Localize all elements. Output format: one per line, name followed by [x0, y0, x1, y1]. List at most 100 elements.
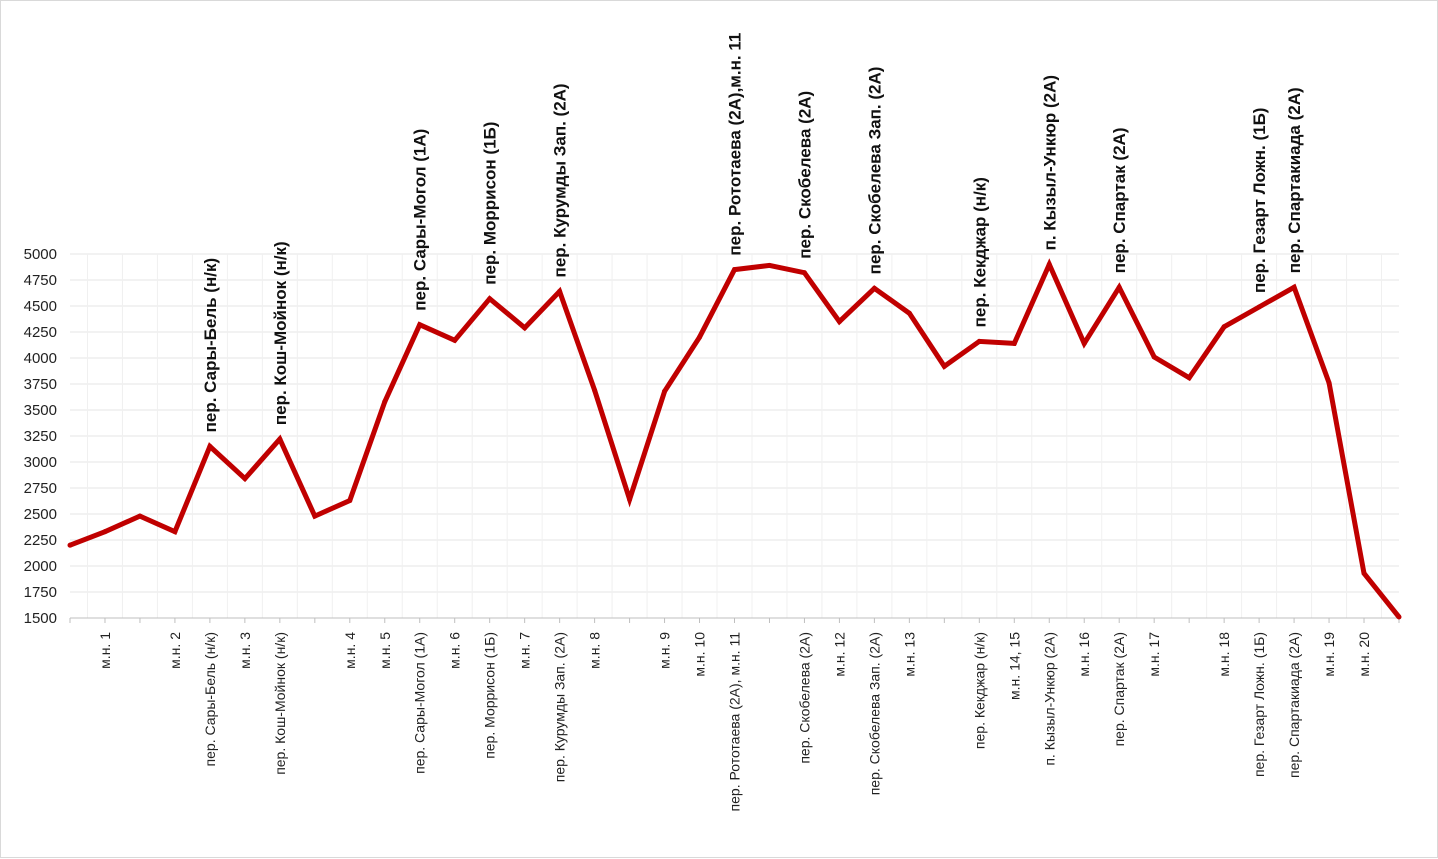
peak-annotation: пер. Сары-Бель (н/к) — [201, 258, 220, 433]
data-point — [312, 513, 318, 519]
y-tick-label: 3250 — [24, 428, 57, 445]
peak-annotation: пер. Сары-Могол (1А) — [411, 129, 430, 311]
peak-annotation: п. Кызыл-Ункюр (2А) — [1040, 75, 1059, 250]
x-tick-label: пер. Гезарт Ложн. (1Б) — [1251, 632, 1267, 777]
x-tick-label: п. Кызыл-Ункюр (2А) — [1041, 632, 1057, 766]
x-tick-label: м.н. 7 — [517, 632, 533, 669]
x-tick-label: пер. Спартак (2А) — [1111, 632, 1127, 746]
y-tick-label: 1500 — [24, 610, 57, 627]
data-point — [976, 338, 982, 344]
peak-annotation: пер. Гезарт Ложн. (1Б) — [1250, 108, 1269, 294]
data-point — [766, 262, 772, 268]
data-point — [592, 387, 598, 393]
y-tick-label: 2000 — [24, 558, 57, 575]
data-point — [941, 363, 947, 369]
data-point — [871, 285, 877, 291]
x-tick-label: пер. Кекджар (н/к) — [971, 632, 987, 749]
x-tick-label: м.н. 19 — [1321, 632, 1337, 677]
series-line-layer — [67, 258, 1402, 620]
data-point — [137, 513, 143, 519]
y-tick-label: 4500 — [24, 298, 57, 315]
data-point — [662, 388, 668, 394]
data-point — [102, 529, 108, 535]
data-point — [801, 270, 807, 276]
x-tick-label: пер. Курумды Зап. (2А) — [552, 632, 568, 782]
data-point — [1326, 380, 1332, 386]
y-tick-label: 4000 — [24, 350, 57, 367]
data-point — [67, 542, 73, 548]
x-tick-label: м.н. 9 — [657, 632, 673, 669]
y-axis: 1500 1750 2000 2250 2500 2750 3000 3250 3500 3750… — [24, 246, 57, 627]
x-tick-label: пер. Кош-Мойнок (н/к) — [272, 632, 288, 775]
peak-annotation: пер. Скобелева (2А) — [795, 91, 814, 259]
data-point — [557, 288, 563, 294]
x-tick-label: м.н. 18 — [1216, 632, 1232, 677]
x-tick-label: пер. Рототаева (2А), м.н. 11 — [727, 632, 743, 812]
data-point — [382, 399, 388, 405]
x-tick-label: пер. Моррисон (1Б) — [482, 632, 498, 759]
x-tick-label: м.н. 6 — [447, 632, 463, 669]
data-point — [487, 296, 493, 302]
y-tick-label: 2250 — [24, 532, 57, 549]
x-tick-label: м.н. 12 — [831, 632, 847, 677]
data-point — [1116, 284, 1122, 290]
peak-annotation: пер. Рототаева (2А),м.н. 11 — [726, 33, 745, 256]
x-tick-label: м.н. 10 — [692, 632, 708, 677]
x-tick-label: м.н. 5 — [377, 632, 393, 669]
data-point — [627, 496, 633, 502]
data-point — [242, 476, 248, 482]
x-tick-label: пер. Спартакиада (2А) — [1286, 632, 1302, 778]
x-tick-label: м.н. 16 — [1076, 632, 1092, 677]
peak-annotation: пер. Курумды Зап. (2А) — [551, 83, 570, 277]
peak-annotation: пер. Спартак (2А) — [1110, 127, 1129, 273]
data-point — [172, 529, 178, 535]
data-point — [417, 322, 423, 328]
grid-lines — [70, 253, 1399, 619]
y-tick-label: 2750 — [24, 480, 57, 497]
x-tick-label: м.н. 20 — [1356, 632, 1372, 677]
y-tick-label: 3500 — [24, 402, 57, 419]
x-tick-label: м.н. 13 — [901, 632, 917, 677]
x-tick-label: м.н. 4 — [342, 632, 358, 669]
y-tick-label: 2500 — [24, 506, 57, 523]
y-tick-label: 3750 — [24, 376, 57, 393]
peak-annotation: пер. Скобелева Зап. (2А) — [865, 67, 884, 275]
data-point — [1046, 261, 1052, 267]
y-tick-label: 5000 — [24, 246, 57, 263]
x-tick-label: пер. Скобелева (2А) — [796, 632, 812, 764]
altitude-series-line — [69, 258, 1401, 619]
data-point — [1361, 570, 1367, 576]
y-tick-label: 4750 — [24, 272, 57, 289]
data-point — [452, 337, 458, 343]
x-tick-label: м.н. 14, 15 — [1006, 632, 1022, 700]
data-point — [1011, 340, 1017, 346]
data-point — [522, 325, 528, 331]
peak-annotation: пер. Спартакиада (2А) — [1285, 87, 1304, 273]
y-tick-label: 1750 — [24, 584, 57, 601]
peak-annotation: пер. Кекджар (н/к) — [970, 177, 989, 327]
x-tick-label: пер. Сары-Бель (н/к) — [202, 632, 218, 766]
data-point — [906, 310, 912, 316]
data-point — [1291, 284, 1297, 290]
x-tick-label: м.н. 1 — [97, 632, 113, 669]
x-tick-label: м.н. 17 — [1146, 632, 1162, 677]
data-point — [347, 497, 353, 503]
data-point — [732, 267, 737, 273]
x-tick-label: пер. Сары-Могол (1А) — [412, 632, 428, 774]
data-point — [1221, 324, 1227, 330]
x-tick-label: пер. Скобелева Зап. (2А) — [866, 632, 882, 795]
data-point — [1151, 354, 1157, 360]
x-tick-label: м.н. 2 — [167, 632, 183, 669]
peak-annotation: пер. Кош-Мойнок (н/к) — [271, 241, 290, 425]
x-tick-label: м.н. 8 — [587, 632, 603, 669]
data-point — [1396, 614, 1402, 620]
peak-annotations: пер. Сары-Бель (н/к) пер. Кош-Мойнок (н/к… — [201, 33, 1304, 433]
data-point — [697, 334, 703, 340]
data-point — [1256, 304, 1262, 310]
data-point — [207, 443, 213, 449]
x-tick-label: м.н. 3 — [237, 632, 253, 669]
data-point — [277, 436, 283, 442]
y-tick-label: 3000 — [24, 454, 57, 471]
